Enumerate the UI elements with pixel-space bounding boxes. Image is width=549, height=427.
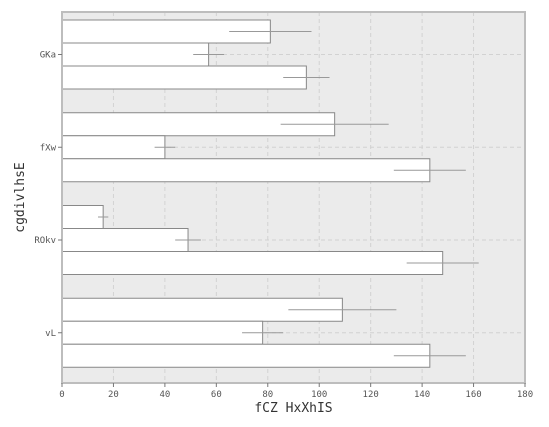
x-tick-label-8: 160 <box>465 390 481 400</box>
bar-ROkv-1 <box>61 205 104 229</box>
x-tick-label-4: 80 <box>262 390 273 400</box>
x-tick-label-9: 180 <box>517 390 533 400</box>
bar-vL-3 <box>61 343 431 368</box>
y-axis-ticks: GKa fXw ROkv vL <box>34 51 62 339</box>
bar-ROkv-2 <box>61 228 189 252</box>
bar-GKa-2 <box>61 42 210 67</box>
bars <box>61 19 444 368</box>
bar-vL-2 <box>61 320 264 345</box>
plot-frame <box>61 11 526 384</box>
bar-ROkv-3 <box>61 251 444 275</box>
bar-fXw-3 <box>61 158 431 183</box>
x-tick-label-1: 20 <box>108 390 119 400</box>
x-tick-label-2: 40 <box>159 390 170 400</box>
x-tick-label-5: 100 <box>311 390 327 400</box>
x-tick-label-0: 0 <box>59 390 64 400</box>
x-axis-ticks: 0 20 40 60 80 100 120 140 160 180 <box>59 383 533 400</box>
y-tick-label-3: vL <box>45 329 56 339</box>
y-axis-label: cgdivlhsE <box>13 162 28 232</box>
y-tick-label-1: fXw <box>40 143 57 153</box>
error-bars <box>98 31 479 357</box>
x-tick-label-6: 120 <box>363 390 379 400</box>
x-tick-label-3: 60 <box>211 390 222 400</box>
bar-GKa-3 <box>61 65 307 90</box>
y-tick-label-2: ROkv <box>34 236 56 246</box>
x-tick-label-7: 140 <box>414 390 430 400</box>
x-axis-label: fCZ HxXhIS <box>254 401 332 416</box>
y-tick-label-0: GKa <box>40 51 56 61</box>
bar-fXw-2 <box>61 135 166 160</box>
